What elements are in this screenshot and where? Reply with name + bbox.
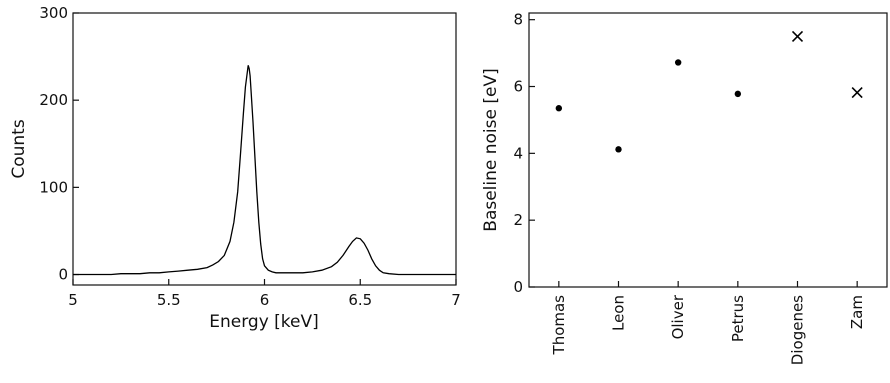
noise-x-tick-label: Diogenes — [789, 295, 807, 365]
spectrum-y-ticks: 0 100 200 300 — [39, 4, 79, 284]
spectrum-y-tick-label: 100 — [39, 178, 68, 196]
spectrum-x-tick-label: 5 — [68, 291, 78, 309]
noise-points — [555, 30, 863, 153]
spectrum-x-tick-label: 7 — [451, 291, 461, 309]
noise-plot-frame — [528, 12, 888, 288]
spectrum-x-tick-label: 6 — [260, 291, 270, 309]
noise-x-tick-label: Petrus — [729, 295, 747, 342]
noise-y-tick-label: 8 — [513, 11, 523, 29]
noise-y-tick-label: 0 — [513, 278, 523, 296]
noise-y-ticks: 0 2 4 6 8 — [513, 11, 535, 296]
spectrum-x-axis-label: Energy [keV] — [209, 312, 319, 332]
spectrum-y-tick-label: 200 — [39, 91, 68, 109]
noise-x-tick-label: Oliver — [669, 294, 687, 339]
noise-point-dot — [674, 59, 682, 66]
noise-point-dot — [555, 105, 563, 112]
spectrum-plot-frame — [72, 12, 457, 286]
spectrum-y-axis-label: Counts — [9, 119, 29, 178]
spectrum-x-ticks: 5 5.5 6 6.5 7 — [68, 279, 461, 309]
noise-point-cross — [851, 86, 863, 99]
spectrum-x-tick-label: 5.5 — [157, 291, 181, 309]
spectrum-y-tick-label: 0 — [58, 266, 68, 284]
noise-plot: Thomas Leon Oliver Petrus Diogenes Zam 02468 … — [481, 11, 888, 365]
noise-x-tick-label: Leon — [610, 295, 628, 331]
noise-x-tick-label: Zam — [848, 295, 866, 329]
noise-y-tick-label: 6 — [513, 78, 523, 96]
noise-point-dot — [615, 146, 622, 153]
spectrum-plot: 5 5.5 6 6.5 7 0 100 200 300 Energy [keV] Counts — [9, 4, 461, 332]
noise-x-tick-label: Thomas — [550, 295, 568, 356]
noise-y-tick-label: 4 — [513, 144, 523, 162]
noise-x-ticks: Thomas Leon Oliver Petrus Diogenes Zam — [550, 281, 866, 365]
noise-y-tick-label: 2 — [513, 211, 523, 229]
spectrum-x-tick-label: 6.5 — [348, 291, 372, 309]
noise-point-dot — [734, 90, 742, 98]
noise-y-axis-label: Baseline noise [eV] — [481, 68, 501, 231]
noise-point-cross — [791, 30, 804, 42]
spectrum-y-tick-label: 300 — [39, 4, 68, 22]
spectrum-line — [73, 65, 456, 276]
